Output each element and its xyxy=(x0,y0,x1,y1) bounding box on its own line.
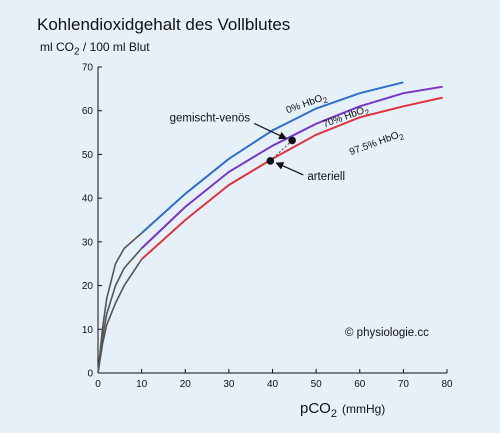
series-label-2: 97.5% HbO2 xyxy=(348,128,406,160)
x-tick-label: 80 xyxy=(441,379,453,390)
y-axis-label-sub: 2 xyxy=(74,46,80,58)
series-line-1 xyxy=(140,85,443,250)
series-early-line-0 xyxy=(97,232,143,374)
series-line-2 xyxy=(140,96,443,261)
y-axis-label-prefix: ml CO xyxy=(40,40,74,54)
series-line-0 xyxy=(140,81,404,234)
series-label-sub: 2 xyxy=(398,132,406,142)
x-tick-label: 60 xyxy=(354,379,366,390)
x-tick-label: 0 xyxy=(95,379,101,390)
venous-arterial-connector xyxy=(269,140,293,162)
x-axis-label-prefix: pCO xyxy=(300,400,331,417)
x-tick-label: 40 xyxy=(267,379,279,390)
series-label-prefix: 97.5% HbO xyxy=(348,130,401,158)
arterial-label: arteriell xyxy=(307,171,345,183)
y-tick-label: 40 xyxy=(82,194,94,205)
x-tick-label: 30 xyxy=(223,379,235,390)
y-tick-label: 60 xyxy=(82,106,94,117)
chart-title: Kohlendioxidgehalt des Vollblutes xyxy=(37,15,291,34)
y-tick-label: 0 xyxy=(87,369,93,380)
axes: 0 10 20 30 40 50 60 70 80 0 10 20 30 40 50 60 70 xyxy=(82,63,453,391)
series-early-line-2 xyxy=(97,258,143,374)
x-axis-label-sub: 2 xyxy=(331,408,337,420)
series-label-sub: 2 xyxy=(364,107,372,117)
series-label-prefix: 0% HbO xyxy=(285,93,324,116)
x-tick-label: 10 xyxy=(136,379,148,390)
venous-point xyxy=(288,136,296,145)
venous-label: gemischt-venös xyxy=(170,112,251,124)
x-tick-label: 50 xyxy=(311,379,323,390)
y-tick-label: 20 xyxy=(82,281,94,292)
y-axis-label: ml CO2 / 100 ml Blut xyxy=(40,40,150,57)
y-tick-label: 70 xyxy=(82,63,94,74)
copyright-text: © physiologie.cc xyxy=(345,327,429,339)
y-tick-label: 50 xyxy=(82,150,94,161)
series-label-sub: 2 xyxy=(322,95,330,105)
series-label-1: 70% HbO2 xyxy=(321,104,371,133)
arterial-arrow xyxy=(275,162,304,176)
annotations: gemischt-venös arteriell xyxy=(170,112,345,183)
series-label-0: 0% HbO2 xyxy=(285,91,330,118)
x-tick-label: 70 xyxy=(398,379,410,390)
y-axis-label-suffix: / 100 ml Blut xyxy=(79,40,150,54)
x-tick-label: 20 xyxy=(180,379,192,390)
y-tick-label: 30 xyxy=(82,237,94,248)
x-axis-unit: (mmHg) xyxy=(342,402,385,416)
arterial-point xyxy=(266,157,275,165)
venous-arrow xyxy=(253,122,288,140)
x-axis-label: pCO2 (mmHg) xyxy=(300,400,385,420)
series-early-line-1 xyxy=(97,247,143,374)
y-tick-label: 10 xyxy=(82,325,94,336)
